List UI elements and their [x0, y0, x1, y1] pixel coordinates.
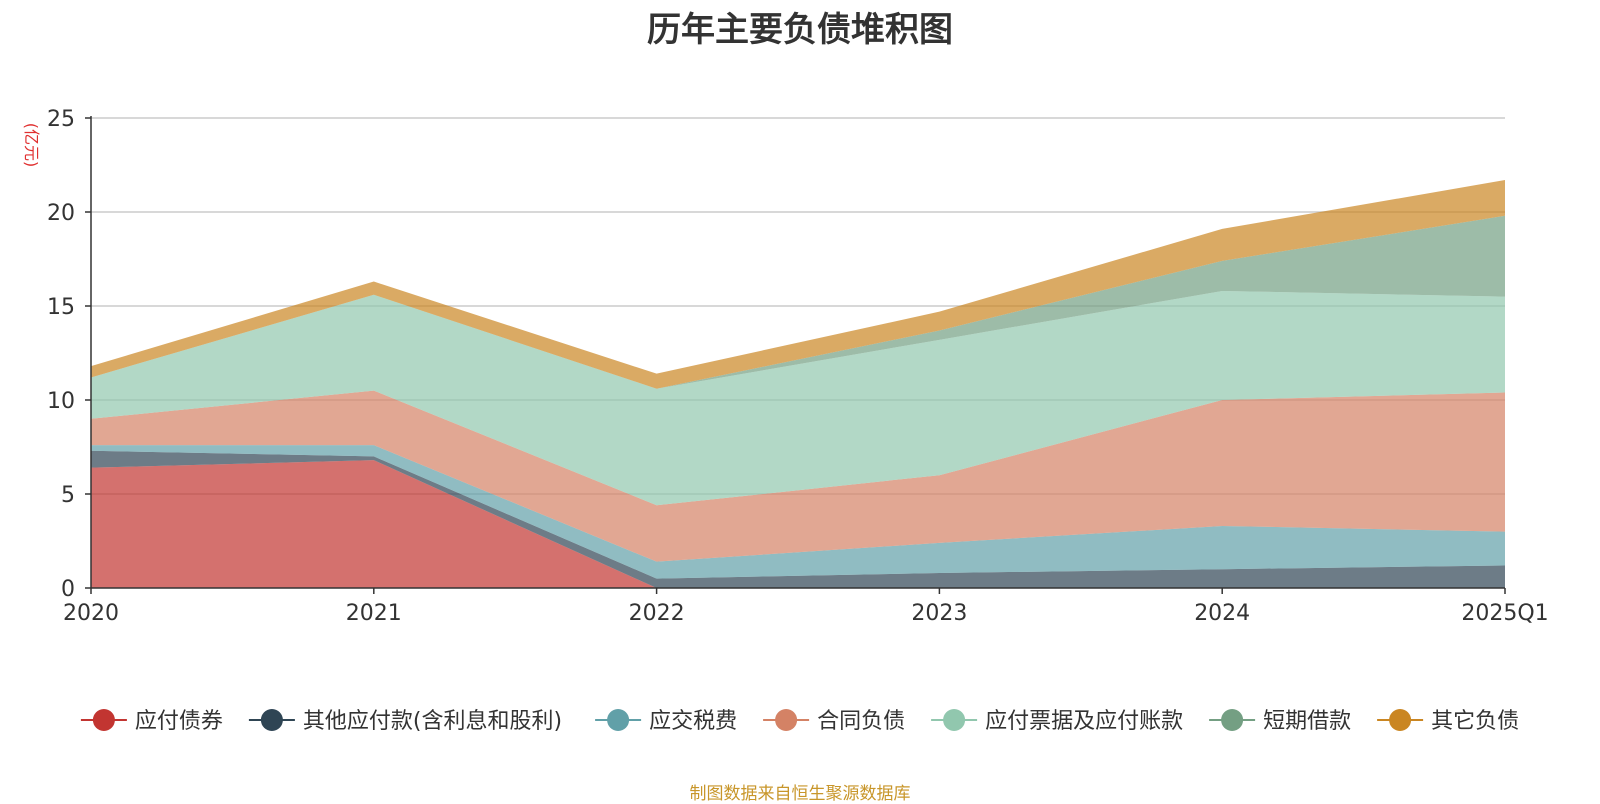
legend-item-3[interactable]: 合同负债 [763, 709, 905, 734]
legend-label-2: 应交税费 [649, 709, 737, 734]
legend-marker-2 [607, 709, 630, 731]
legend-label-5: 短期借款 [1263, 709, 1351, 734]
legend[interactable]: 应付债券 其他应付款(含利息和股利) 应交税费 合同负债 应付票据及应付账款 短期借款 其它… [80, 709, 1519, 734]
legend-label-0: 应付债券 [135, 709, 223, 734]
x-tick-label-2: 2022 [629, 601, 685, 626]
legend-label-3: 合同负债 [817, 709, 905, 734]
x-tick-label-3: 2023 [911, 601, 967, 626]
y-tick-label-3: 15 [47, 295, 75, 320]
chart-title: 历年主要负债堆积图 [647, 10, 953, 50]
series-areas [91, 180, 1505, 588]
series-area-4[interactable] [91, 290, 1505, 506]
y-tick-label-4: 20 [47, 201, 75, 226]
series-area-2[interactable] [91, 445, 1505, 579]
series-area-6[interactable] [91, 180, 1505, 389]
x-tick-label-1: 2021 [346, 601, 402, 626]
x-tick-label-4: 2024 [1194, 601, 1250, 626]
legend-marker-5 [1221, 709, 1244, 731]
legend-item-0[interactable]: 应付债券 [80, 709, 223, 734]
legend-marker-1 [260, 709, 283, 731]
legend-item-6[interactable]: 其它负债 [1377, 709, 1519, 734]
legend-marker-6 [1389, 709, 1412, 731]
y-tick-label-2: 10 [47, 389, 75, 414]
series-area-3[interactable] [91, 390, 1505, 562]
x-tick-label-0: 2020 [63, 601, 119, 626]
y-tick-label-0: 0 [61, 577, 75, 602]
series-area-1[interactable] [91, 450, 1505, 588]
legend-item-1[interactable]: 其他应付款(含利息和股利) [248, 709, 562, 734]
series-area-0[interactable] [91, 460, 1505, 588]
y-tick-label-1: 5 [61, 483, 75, 508]
legend-item-4[interactable]: 应付票据及应付账款 [931, 709, 1183, 734]
legend-marker-0 [92, 709, 115, 731]
legend-label-4: 应付票据及应付账款 [985, 709, 1183, 734]
y-axis-unit-label: (亿元) [22, 123, 41, 168]
data-source-note: 制图数据来自恒生聚源数据库 [689, 784, 911, 804]
legend-item-2[interactable]: 应交税费 [595, 709, 737, 734]
legend-label-1: 其他应付款(含利息和股利) [303, 709, 562, 734]
legend-marker-4 [943, 709, 966, 731]
y-tick-label-5: 25 [47, 107, 75, 132]
x-tick-label-5: 2025Q1 [1461, 601, 1548, 626]
axes: 0 5 10 15 20 25 2020 2021 2022 2023 2024 2025Q1 [47, 107, 1549, 626]
legend-label-6: 其它负债 [1431, 709, 1519, 734]
legend-marker-3 [775, 709, 798, 731]
legend-item-5[interactable]: 短期借款 [1209, 709, 1351, 734]
